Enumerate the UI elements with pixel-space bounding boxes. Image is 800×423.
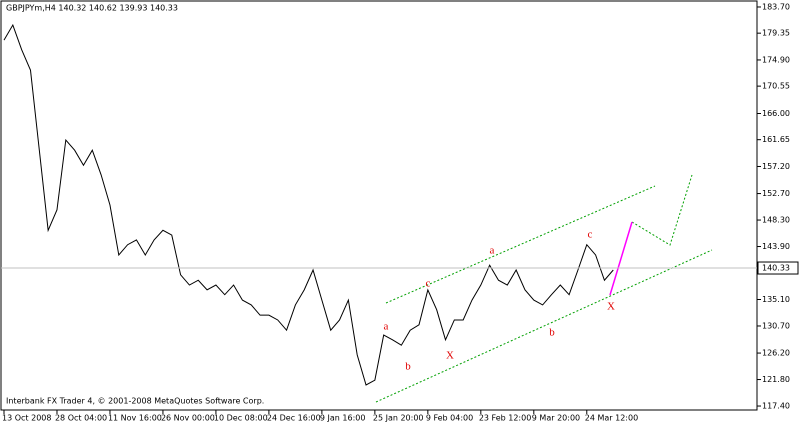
wave-label: c — [588, 229, 593, 241]
y-tick-label: 161.65 — [762, 135, 790, 144]
y-tick-label: 152.70 — [762, 189, 790, 198]
projection-wave — [609, 221, 633, 296]
y-tick-label: 174.90 — [762, 55, 790, 64]
projection — [631, 174, 693, 246]
wave-label: X — [446, 350, 454, 362]
y-tick-label: 143.90 — [762, 242, 790, 251]
wave-label: b — [549, 327, 555, 339]
x-tick-label: 9 Jan 16:00 — [320, 414, 366, 423]
y-tick-label: 170.55 — [762, 82, 790, 91]
last-price-box — [757, 261, 799, 275]
y-tick-label: 183.70 — [762, 2, 790, 11]
x-tick-label: 9 Mar 20:00 — [532, 414, 580, 423]
y-tick-label: 135.10 — [762, 295, 790, 304]
y-tick-label: 157.20 — [762, 162, 790, 171]
y-tick-label: 130.70 — [762, 321, 790, 330]
price-line — [3, 23, 614, 386]
wave-label: a — [490, 245, 495, 257]
x-tick-label: 13 Oct 2008 — [2, 414, 51, 423]
y-tick-label: 121.80 — [762, 375, 790, 384]
plot-frame — [0, 0, 758, 411]
x-tick-label: 25 Jan 20:00 — [373, 414, 424, 423]
y-tick-label: 117.40 — [762, 402, 790, 411]
y-tick-label: 179.35 — [762, 29, 790, 38]
x-tick-label: 10 Dec 08:00 — [214, 414, 268, 423]
wave-label: X — [607, 301, 615, 313]
channel — [375, 174, 713, 403]
channel-lower — [375, 249, 713, 403]
wave-label: a — [384, 321, 389, 333]
x-tick-label: 9 Feb 04:00 — [426, 414, 473, 423]
y-tick-label: 166.00 — [762, 109, 790, 118]
chart-title: GBPJPYm,H4 140.32 140.62 139.93 140.33 — [6, 4, 178, 13]
x-tick-label: 28 Oct 04:00 — [55, 414, 107, 423]
wave-label: b — [405, 361, 411, 373]
y-tick-label: 148.30 — [762, 216, 790, 225]
channel-upper — [385, 185, 656, 304]
x-tick-label: 11 Nov 16:00 — [108, 414, 162, 423]
x-tick-label: 24 Mar 12:00 — [585, 414, 638, 423]
last-price-label: 140.33 — [762, 264, 790, 273]
x-tick-label: 23 Feb 12:00 — [479, 414, 531, 423]
wave-label: c — [426, 278, 431, 290]
x-tick-label: 26 Nov 00:00 — [161, 414, 215, 423]
x-tick-label: 24 Dec 16:00 — [267, 414, 321, 423]
y-tick-label: 126.20 — [762, 349, 790, 358]
footer: Interbank FX Trader 4, © 2001-2008 MetaQ… — [6, 397, 264, 406]
